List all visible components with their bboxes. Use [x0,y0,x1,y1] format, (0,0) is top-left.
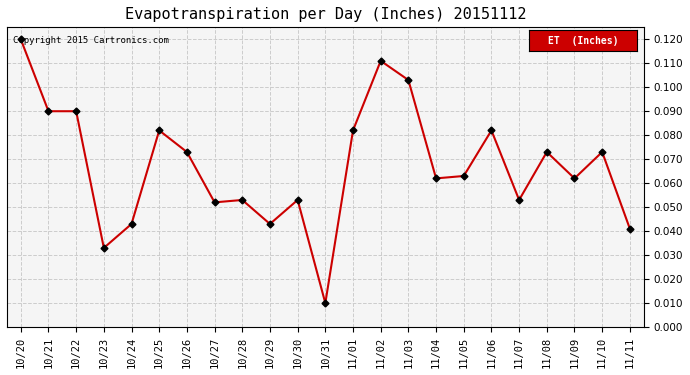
Text: Copyright 2015 Cartronics.com: Copyright 2015 Cartronics.com [13,36,169,45]
Title: Evapotranspiration per Day (Inches) 20151112: Evapotranspiration per Day (Inches) 2015… [125,7,526,22]
